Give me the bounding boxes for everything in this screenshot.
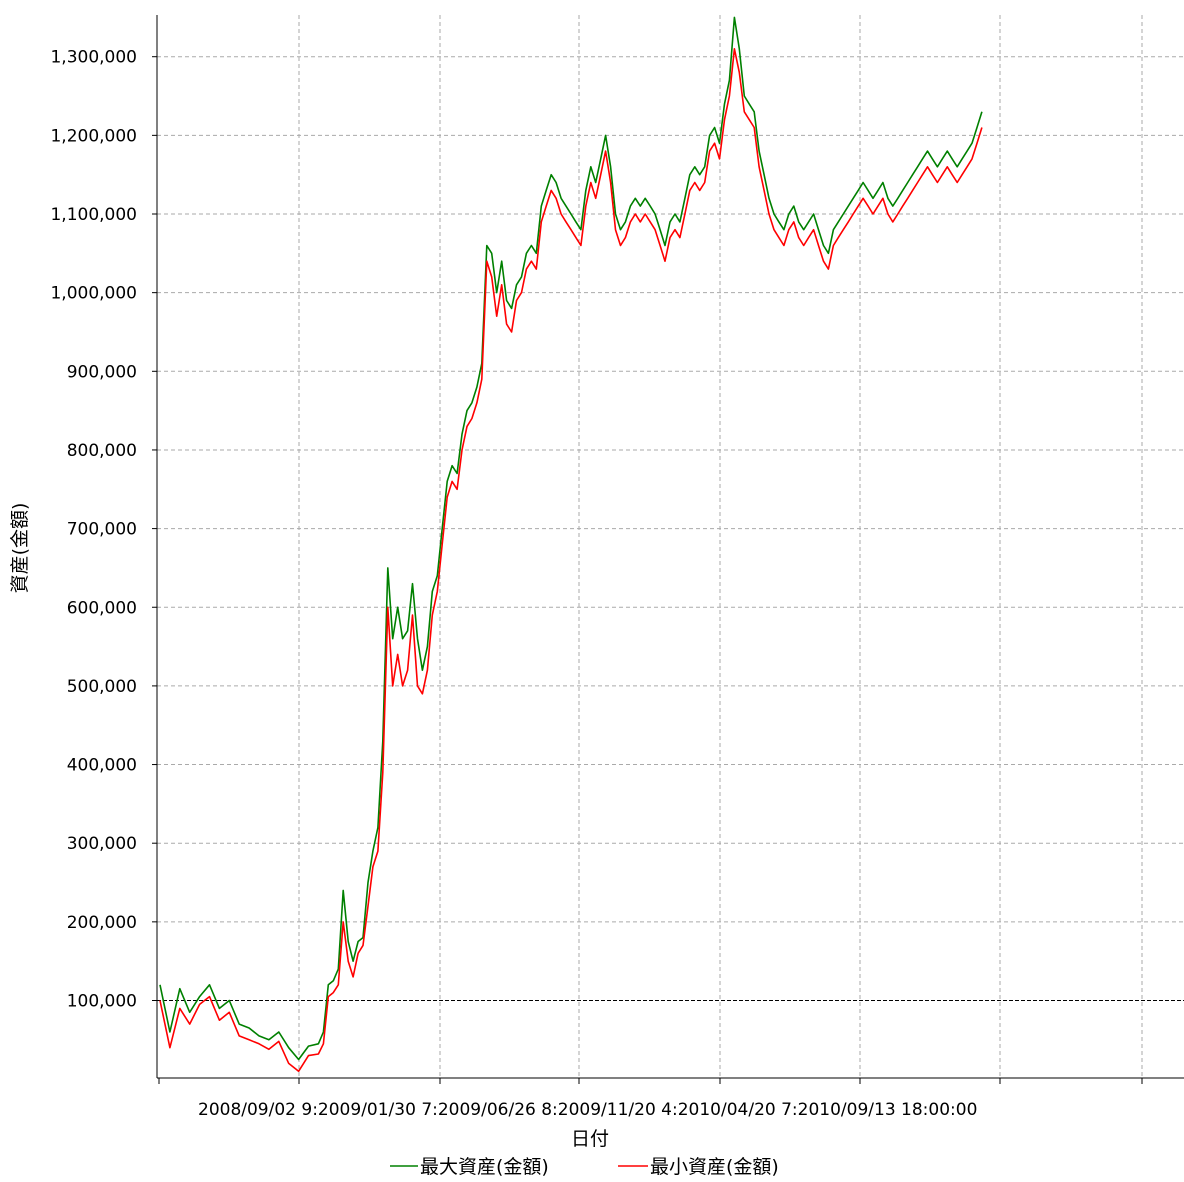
y-tick-label: 100,000	[67, 992, 137, 1012]
grid	[157, 15, 1184, 1078]
y-tick-label: 700,000	[67, 520, 137, 540]
y-tick-label: 600,000	[67, 598, 137, 618]
legend: 最大資産(金額) 最小資産(金額)	[390, 1156, 779, 1178]
axes	[152, 15, 1184, 1084]
x-tick-label: 2008/09/02 9:2009/01/30 7:2009/06/26 8:2…	[198, 1100, 977, 1120]
y-tick-label: 1,200,000	[50, 126, 137, 146]
x-tick-labels: 2008/09/02 9:2009/01/30 7:2009/06/26 8:2…	[198, 1100, 977, 1120]
y-tick-label: 400,000	[67, 756, 137, 776]
y-tick-label: 900,000	[67, 362, 137, 382]
y-tick-label: 300,000	[67, 834, 137, 854]
y-tick-label: 200,000	[67, 913, 137, 933]
y-axis-title: 資産(金額)	[9, 503, 31, 594]
y-tick-label: 1,100,000	[50, 205, 137, 225]
y-tick-labels: 100,000 200,000 300,000 400,000 500,000 600,0…	[50, 48, 137, 1012]
y-tick-label: 800,000	[67, 441, 137, 461]
series-line-max	[159, 16, 983, 1061]
legend-label-min: 最小資産(金額)	[650, 1156, 779, 1178]
y-tick-label: 500,000	[67, 677, 137, 697]
series-group	[159, 16, 983, 1073]
y-tick-label: 1,000,000	[50, 284, 137, 304]
y-tick-label: 1,300,000	[50, 48, 137, 68]
legend-label-max: 最大資産(金額)	[420, 1156, 549, 1178]
series-line-min	[159, 47, 983, 1073]
x-axis-title: 日付	[571, 1128, 609, 1150]
